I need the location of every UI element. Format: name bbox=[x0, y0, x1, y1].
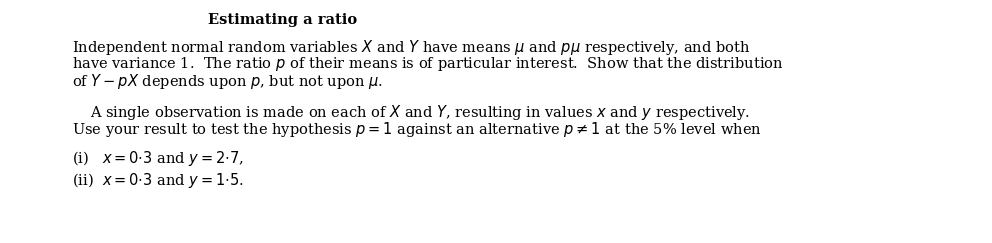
Text: A single observation is made on each of $X$ and $Y$, resulting in values $x$ and: A single observation is made on each of … bbox=[90, 103, 751, 122]
Text: (ii)  $x = 0{\cdot}3$ and $y = 1{\cdot}5$.: (ii) $x = 0{\cdot}3$ and $y = 1{\cdot}5$… bbox=[72, 171, 244, 190]
Text: have variance 1.  The ratio $p$ of their means is of particular interest.  Show : have variance 1. The ratio $p$ of their … bbox=[72, 55, 784, 73]
Text: Independent normal random variables $X$ and $Y$ have means $\mu$ and $p\mu$ resp: Independent normal random variables $X$ … bbox=[72, 38, 751, 57]
Text: Use your result to test the hypothesis $p = 1$ against an alternative $p \neq 1$: Use your result to test the hypothesis $… bbox=[72, 120, 762, 139]
Text: of $Y - pX$ depends upon $p$, but not upon $\mu$.: of $Y - pX$ depends upon $p$, but not up… bbox=[72, 72, 384, 91]
Text: (i)   $x = 0{\cdot}3$ and $y = 2{\cdot}7$,: (i) $x = 0{\cdot}3$ and $y = 2{\cdot}7$, bbox=[72, 149, 244, 168]
Text: Estimating a ratio: Estimating a ratio bbox=[208, 13, 357, 27]
